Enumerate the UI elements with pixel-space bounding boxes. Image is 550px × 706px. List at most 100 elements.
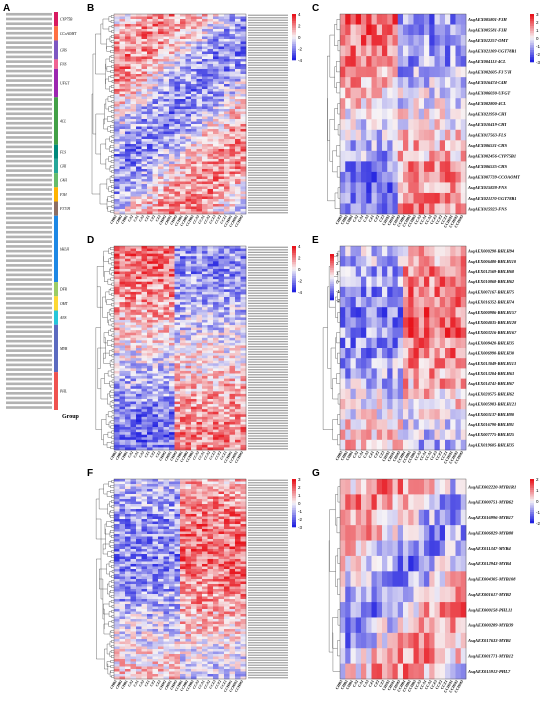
heatmap-cell xyxy=(169,434,175,438)
heatmap-cell xyxy=(158,421,164,425)
gene-row-label-mark xyxy=(6,245,52,248)
heatmap-cell xyxy=(152,51,159,55)
heatmap-cell xyxy=(202,41,208,45)
heatmap-cell xyxy=(185,378,192,382)
heatmap-cell xyxy=(169,409,175,413)
gene-label: AsqAEX017563-FLS xyxy=(467,133,507,138)
heatmap-cell xyxy=(152,421,159,425)
heatmap-cell xyxy=(213,388,219,392)
heatmap-cell xyxy=(418,246,425,257)
heatmap-cell xyxy=(136,251,142,254)
heatmap-cell xyxy=(169,365,175,369)
heatmap-cell xyxy=(174,81,181,85)
heatmap-cell xyxy=(196,64,203,67)
heatmap-cell xyxy=(152,14,159,17)
heatmap-cell xyxy=(158,36,164,40)
heatmap-cell xyxy=(235,96,241,100)
heatmap-cell xyxy=(229,434,236,438)
heatmap-cell xyxy=(224,383,230,387)
heatmap-cell xyxy=(141,39,148,42)
heatmap-cell xyxy=(224,36,230,40)
heatmap-cell xyxy=(218,146,225,150)
heatmap-cell xyxy=(218,274,225,277)
heatmap-cell xyxy=(235,139,241,142)
heatmap-cell xyxy=(213,253,219,257)
heatmap-cell xyxy=(185,437,192,441)
heatmap-cell xyxy=(207,266,214,270)
heatmap-cell xyxy=(408,45,414,57)
heatmap-cell xyxy=(158,368,164,372)
heatmap-cell xyxy=(158,141,164,145)
heatmap-cell xyxy=(229,363,236,367)
heatmap-cell xyxy=(130,330,137,333)
heatmap-cell xyxy=(207,284,214,288)
heatmap-cell xyxy=(185,353,192,356)
heatmap-cell xyxy=(174,360,181,364)
heatmap-cell xyxy=(114,49,120,52)
gene-row-label-mark xyxy=(6,46,52,49)
heatmap-cell xyxy=(213,297,219,300)
heatmap-cell xyxy=(141,297,148,300)
heatmap-cell xyxy=(136,424,142,428)
heatmap-cell xyxy=(392,66,399,78)
heatmap-cell xyxy=(130,373,137,377)
heatmap-cell xyxy=(218,378,225,382)
heatmap-cell xyxy=(191,139,197,142)
heatmap-cell xyxy=(169,144,175,147)
heatmap-cell xyxy=(218,44,225,47)
dendrogram-branch xyxy=(111,440,114,444)
heatmap-cell xyxy=(152,171,159,175)
heatmap-cell xyxy=(152,194,159,197)
heatmap-cell xyxy=(180,91,186,95)
heatmap-cell xyxy=(147,174,153,177)
heatmap-cell xyxy=(163,154,170,157)
heatmap-cell xyxy=(169,276,175,280)
heatmap-cell xyxy=(114,251,120,254)
dendrogram-branch xyxy=(110,195,114,198)
heatmap-cell xyxy=(136,79,142,82)
heatmap-cell xyxy=(229,289,236,293)
heatmap-cell xyxy=(218,279,225,282)
heatmap-cell xyxy=(191,409,197,413)
heatmap-cell xyxy=(202,51,208,55)
heatmap-cell xyxy=(125,342,131,346)
heatmap-cell xyxy=(207,299,214,303)
heatmap-cell xyxy=(202,327,208,331)
legend-tick: 0 xyxy=(298,35,301,40)
panel-d-legend: 420-2-4 xyxy=(292,244,302,295)
heatmap-cell xyxy=(152,149,159,152)
dendrogram-branch xyxy=(108,258,112,265)
tiny-row-label-mark xyxy=(248,295,288,297)
heatmap-cell xyxy=(163,196,170,200)
heatmap-cell xyxy=(180,61,186,65)
heatmap-cell xyxy=(207,201,214,205)
heatmap-cell xyxy=(180,332,186,336)
heatmap-cell xyxy=(158,19,164,22)
heatmap-cell xyxy=(136,355,142,359)
heatmap-cell xyxy=(207,129,214,132)
heatmap-cell xyxy=(355,14,362,25)
heatmap-cell xyxy=(180,34,186,37)
heatmap-cell xyxy=(202,121,208,125)
heatmap-cell xyxy=(130,365,137,369)
heatmap-cell xyxy=(169,56,175,60)
heatmap-cell xyxy=(169,335,175,339)
heatmap-cell xyxy=(224,307,230,311)
heatmap-cell xyxy=(119,358,126,362)
heatmap-cell xyxy=(218,71,225,75)
heatmap-cell xyxy=(136,74,142,77)
heatmap-cell xyxy=(229,396,236,400)
heatmap-cell xyxy=(207,51,214,55)
heatmap-cell xyxy=(185,194,192,197)
heatmap-cell xyxy=(147,248,153,252)
heatmap-cell xyxy=(185,56,192,60)
heatmap-cell xyxy=(114,342,120,346)
heatmap-cell xyxy=(229,309,236,313)
gene-row-label-mark xyxy=(6,88,52,92)
heatmap-cell xyxy=(163,104,170,107)
dendrogram-branch xyxy=(327,55,330,141)
dendrogram-branch xyxy=(111,252,114,256)
heatmap-cell xyxy=(180,276,186,280)
tiny-row-label-mark xyxy=(248,363,288,366)
heatmap-cell xyxy=(163,376,170,379)
